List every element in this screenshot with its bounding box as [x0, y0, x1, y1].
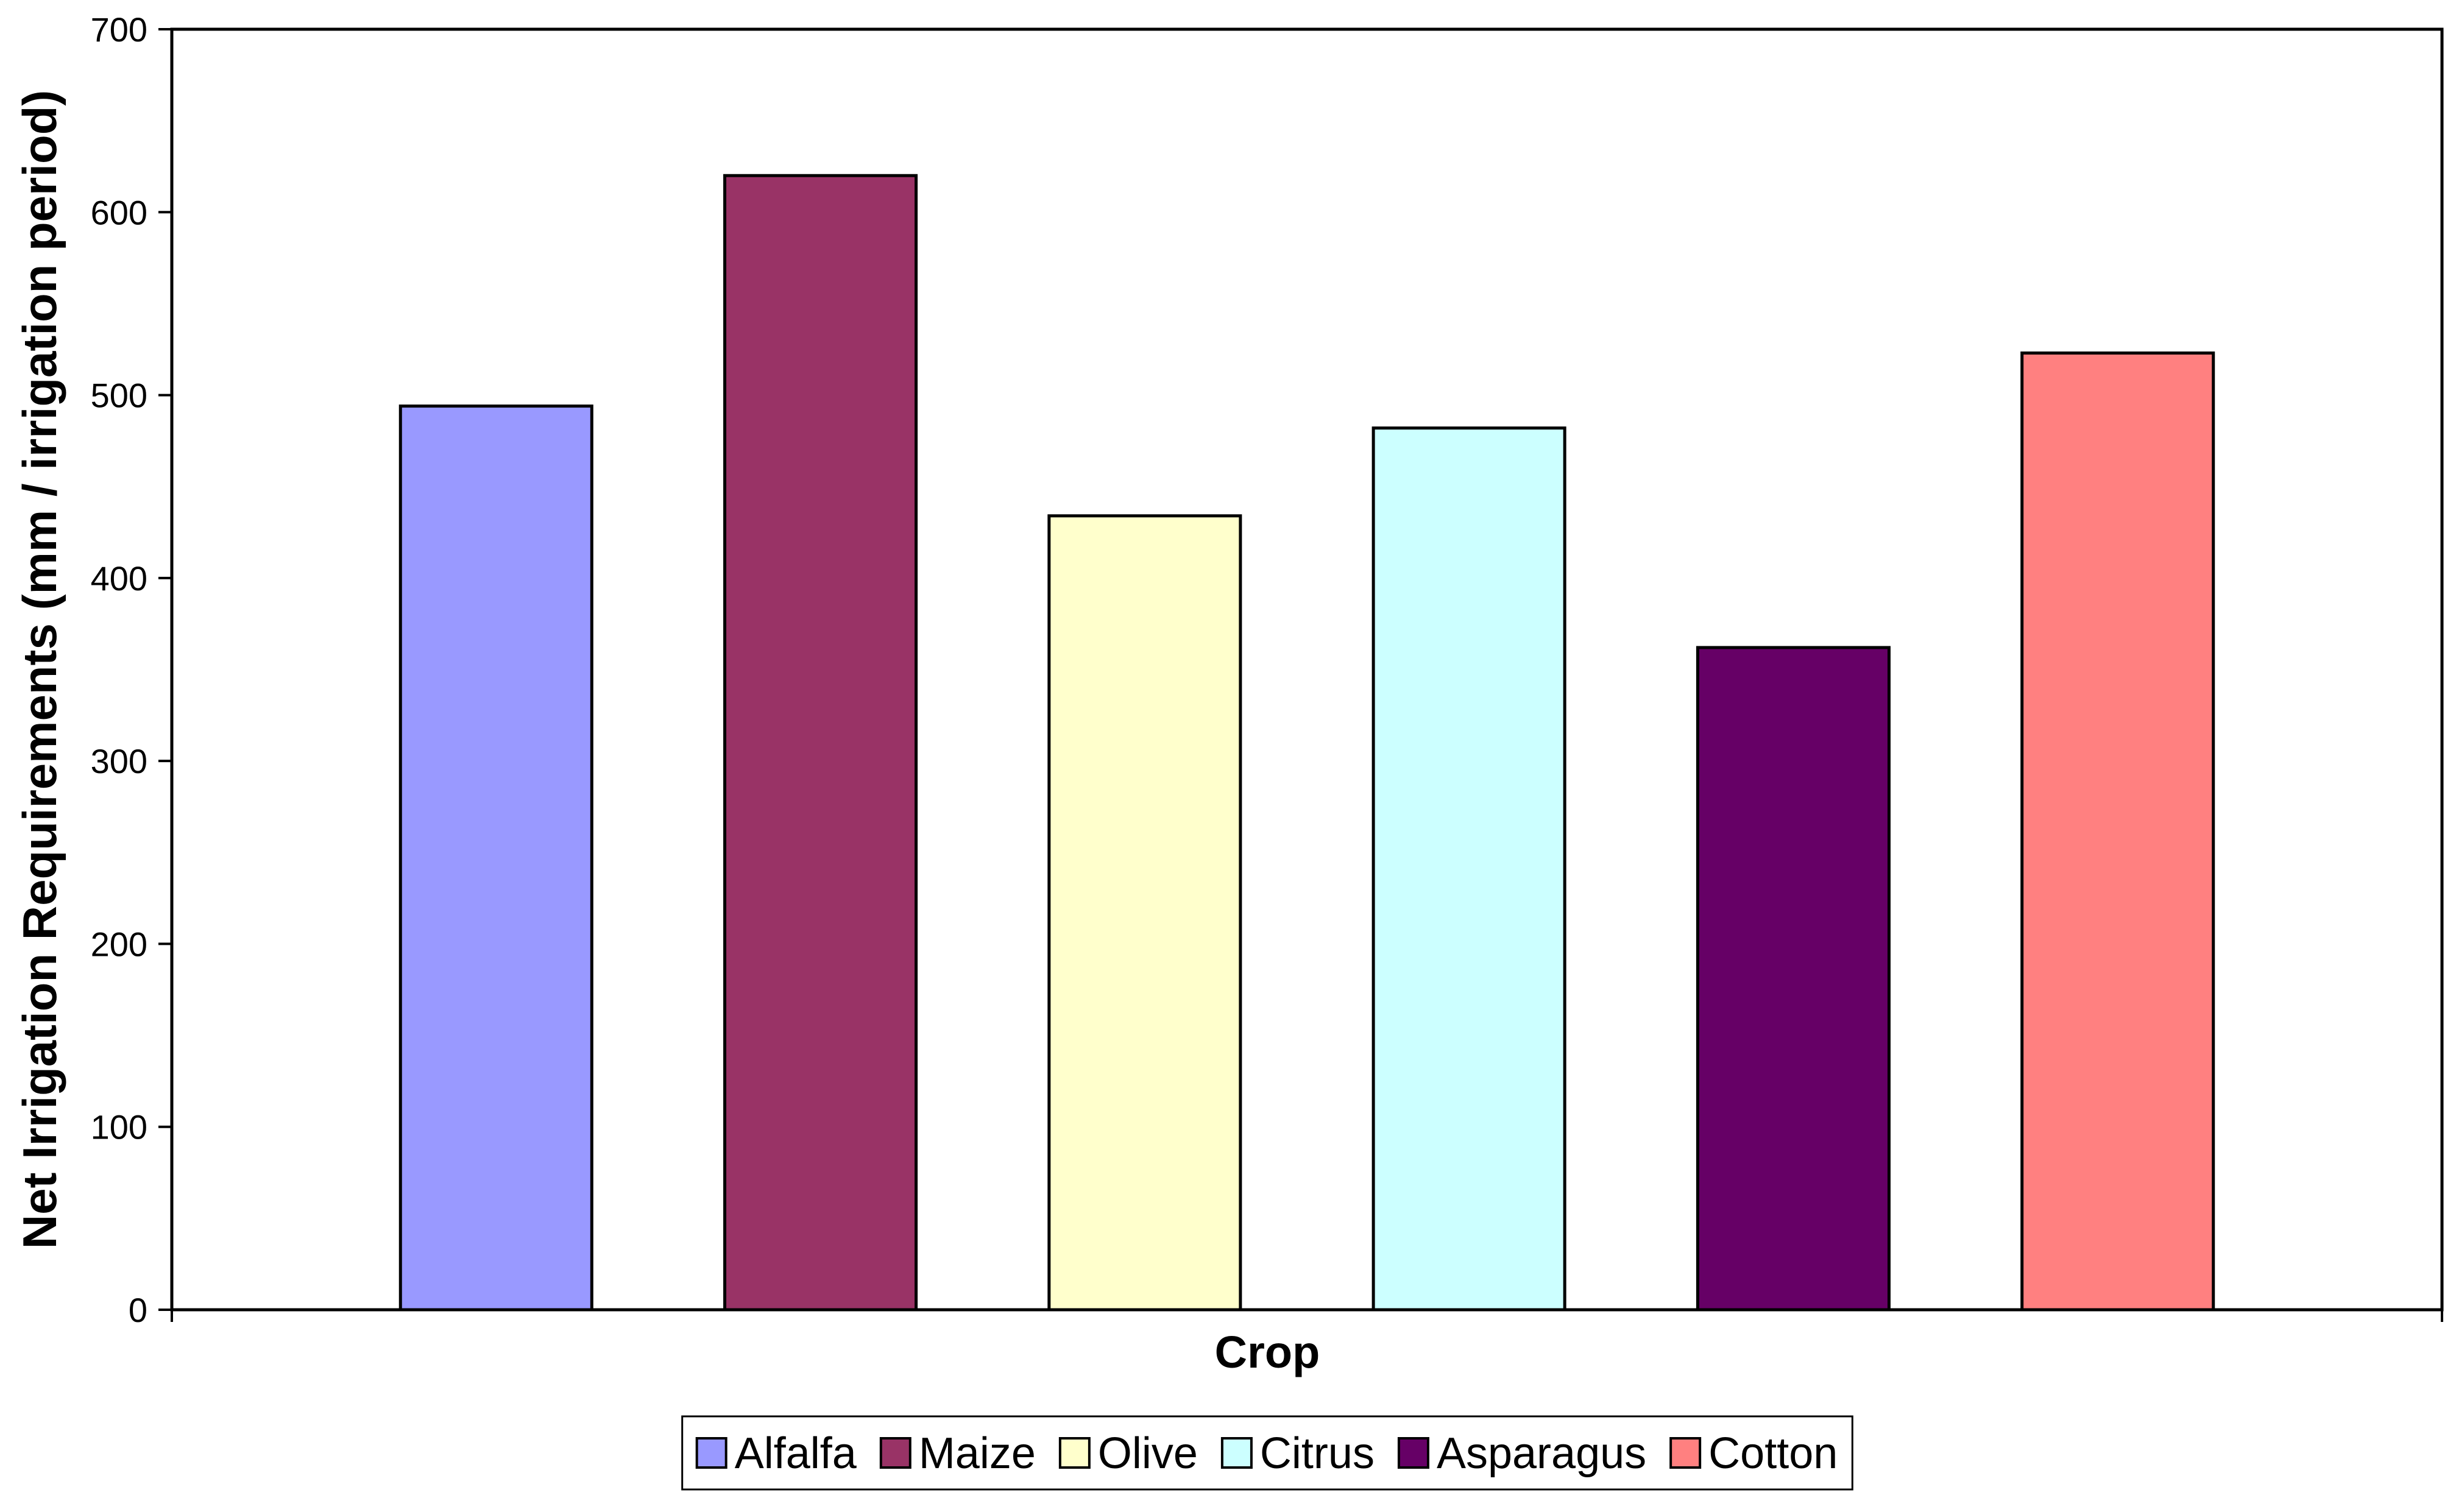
legend-label-citrus: Citrus	[1260, 1429, 1375, 1478]
y-tick-label: 300	[91, 742, 147, 780]
legend-swatch-citrus	[1220, 1437, 1253, 1469]
y-tick-label: 500	[91, 376, 147, 415]
x-axis	[171, 1308, 2443, 1322]
bar-maize	[723, 174, 918, 1312]
x-axis-title: Crop	[1215, 1327, 1320, 1377]
legend-label-maize: Maize	[919, 1429, 1036, 1478]
y-tick-label: 400	[91, 559, 147, 598]
bar-asparagus	[1696, 646, 1891, 1312]
bar-olive	[1047, 514, 1242, 1312]
legend-label-alfalfa: Alfalfa	[735, 1429, 857, 1478]
legend-swatch-olive	[1058, 1437, 1091, 1469]
legend-swatch-asparagus	[1397, 1437, 1429, 1469]
y-tick-label: 200	[91, 925, 147, 963]
legend: Alfalfa Maize Olive Citrus Asparagus Cotton	[681, 1415, 1853, 1491]
legend-swatch-cotton	[1669, 1437, 1702, 1469]
y-tick-label: 0	[129, 1291, 147, 1329]
legend-label-asparagus: Asparagus	[1437, 1429, 1646, 1478]
legend-label-olive: Olive	[1098, 1429, 1198, 1478]
y-tick-label: 600	[91, 193, 147, 231]
bars	[398, 174, 2215, 1312]
bar-citrus	[1371, 426, 1566, 1312]
y-tick-label: 700	[91, 10, 147, 49]
legend-swatch-maize	[879, 1437, 911, 1469]
y-tick-label: 100	[91, 1108, 147, 1146]
bar-cotton	[2020, 352, 2215, 1312]
y-axis-title: Net Irrigation Requirements (mm / irriga…	[13, 90, 66, 1249]
legend-label-cotton: Cotton	[1708, 1429, 1838, 1478]
y-axis: 0 100 200 300 400 500 600 700	[91, 10, 172, 1329]
legend-frame	[681, 1415, 1853, 1491]
legend-swatch-alfalfa	[695, 1437, 727, 1469]
bar-alfalfa	[398, 404, 593, 1312]
